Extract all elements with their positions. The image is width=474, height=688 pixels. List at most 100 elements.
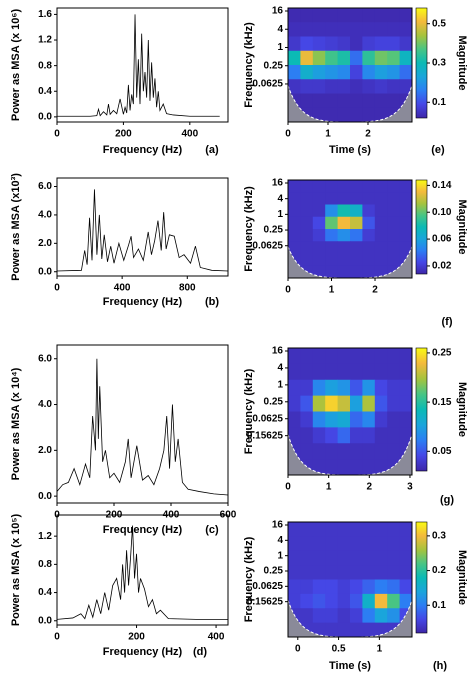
y-tick-label: 1.2: [38, 35, 52, 46]
y-axis-label: Power as MSA (x 10⁵): [10, 513, 22, 626]
scalogram-cell: [312, 50, 326, 66]
y-tick-label: 0.0625: [252, 581, 283, 592]
scalogram-cell: [325, 253, 338, 267]
scalogram-cell: [387, 241, 400, 254]
scalogram-cell: [374, 107, 388, 123]
scalogram-cell: [337, 608, 351, 624]
plot-frame: [56, 344, 229, 504]
x-axis-label: Frequency (Hz): [103, 646, 183, 658]
scalogram-cell: [325, 93, 338, 109]
scalogram-cell: [312, 180, 326, 193]
colorbar-tick-label: 0.05: [432, 446, 452, 457]
scalogram-cell: [312, 229, 326, 242]
scalogram-cell: [312, 253, 326, 267]
scalogram-cell: [337, 79, 351, 94]
scalogram-cell: [288, 65, 301, 80]
scalogram-cell: [325, 241, 338, 254]
scalogram-cell: [387, 363, 400, 381]
scalogram-cell: [362, 107, 376, 123]
scalogram-cell: [325, 395, 338, 412]
colorbar-tick-label: 0.1: [432, 97, 446, 108]
scalogram-cell: [300, 36, 314, 52]
scalogram-cell: [288, 379, 301, 397]
x-tick-label: 1: [325, 129, 331, 140]
scalogram-cell: [300, 192, 314, 205]
scalogram-cell: [350, 363, 363, 381]
scalogram-cell: [362, 348, 376, 365]
scalogram-cell: [387, 395, 400, 412]
panel-label: (b): [205, 296, 219, 308]
x-axis-label: Time (s): [329, 660, 371, 672]
scalogram-cell: [374, 180, 388, 193]
scalogram-cell: [350, 379, 363, 397]
scalogram-cell: [374, 411, 388, 428]
spectrum-line: [56, 358, 229, 496]
scalogram-cell: [300, 379, 314, 397]
scalogram-cell: [337, 107, 351, 123]
scalogram-cell: [362, 253, 376, 267]
x-tick-label: 0: [285, 285, 291, 296]
panel-label: (e): [431, 144, 445, 156]
scalogram-cell: [288, 593, 301, 609]
x-tick-label: 400: [208, 632, 225, 643]
x-tick-label: 2: [365, 129, 371, 140]
scalogram-cell: [350, 36, 363, 52]
scalogram-cell: [374, 593, 388, 609]
x-tick-label: 0: [54, 632, 60, 643]
colorbar-tick-label: 0.1: [432, 600, 446, 611]
scalogram-cell: [362, 50, 376, 66]
scalogram-cell: [374, 229, 388, 242]
scalogram-cell: [337, 265, 351, 279]
x-tick-label: 0: [285, 129, 291, 140]
scalogram-cell: [288, 50, 301, 66]
scalogram-cell: [374, 443, 388, 460]
scalogram-cell: [374, 379, 388, 397]
plot-frame: [56, 514, 229, 626]
scalogram-cell: [350, 192, 363, 205]
scalogram-cell: [312, 8, 326, 23]
x-tick-label: 0: [295, 644, 301, 655]
y-axis-label: Frequency (kHz): [243, 536, 255, 622]
scalogram-cell: [337, 253, 351, 267]
colorbar-tick-label: 0.3: [432, 58, 446, 69]
colorbar-label: Magnitude: [456, 550, 468, 605]
scalogram-cell: [312, 536, 326, 552]
y-tick-label: 0.0: [38, 112, 52, 123]
scalogram-cell: [312, 22, 326, 37]
scalogram-cell: [399, 411, 413, 428]
scalogram-cell: [300, 253, 314, 267]
scalogram-cell: [337, 427, 351, 444]
scalogram-cell: [288, 536, 301, 552]
scalogram-cell: [312, 65, 326, 80]
scalogram-cell: [350, 348, 363, 365]
scalogram-cell: [312, 608, 326, 624]
spectrum-line: [57, 14, 220, 117]
y-tick-label: 16: [272, 6, 284, 17]
scalogram-cell: [300, 65, 314, 80]
y-axis-label: Frequency (kHz): [243, 22, 255, 108]
x-tick-label: 400: [181, 129, 198, 140]
scalogram-cell: [300, 579, 314, 595]
scalogram-cell: [325, 107, 338, 123]
scalogram-cell: [350, 107, 363, 123]
scalogram-cell: [350, 50, 363, 66]
x-tick-label: 800: [179, 283, 196, 294]
scalogram-cell: [325, 536, 338, 552]
scalogram-cell: [350, 411, 363, 428]
colorbar-tick-label: 0.5: [432, 18, 446, 29]
scalogram-cell: [362, 229, 376, 242]
scalogram-cell: [362, 79, 376, 94]
scalogram-cell: [399, 348, 413, 365]
scalogram-cell: [325, 180, 338, 193]
colorbar-tick-label: 0.15: [432, 397, 452, 408]
scalogram-cell: [325, 443, 338, 460]
y-tick-label: 16: [272, 178, 284, 189]
scalogram-cell: [374, 93, 388, 109]
scalogram-cell: [337, 550, 351, 566]
scalogram-cell: [288, 204, 301, 218]
scalogram-cell: [325, 593, 338, 609]
colorbar-tick-label: 0.2: [432, 565, 446, 576]
scalogram-cell: [337, 348, 351, 365]
scalogram-cell: [300, 180, 314, 193]
scalogram-cell: [300, 522, 314, 537]
